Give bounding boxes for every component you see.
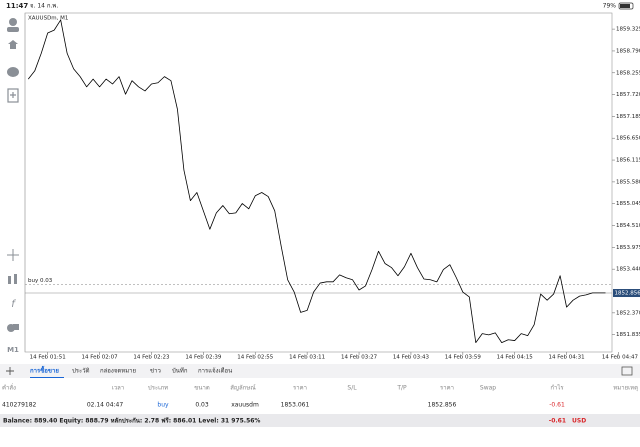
column-header: สัญลักษณ์ bbox=[230, 384, 256, 392]
trade-icon[interactable] bbox=[8, 40, 18, 49]
tab[interactable]: ข่าว bbox=[150, 368, 161, 375]
column-header: S/L bbox=[347, 385, 357, 392]
cell-price: 1853.061 bbox=[281, 402, 310, 409]
column-header: ขนาด bbox=[194, 385, 210, 392]
chat-icon[interactable] bbox=[7, 67, 19, 77]
total-profit: -0.61 bbox=[549, 418, 566, 425]
y-tick-label: 1856.650 bbox=[616, 136, 640, 142]
battery-icon bbox=[618, 2, 634, 10]
price-box bbox=[613, 289, 640, 298]
y-tick-label: 1858.255 bbox=[616, 70, 640, 76]
y-tick-label: 1855.580 bbox=[616, 179, 640, 185]
tab[interactable]: การแจ้งเตือน bbox=[198, 367, 232, 375]
battery-level bbox=[620, 4, 630, 8]
y-tick-label: 1851.835 bbox=[616, 332, 640, 338]
x-tick-label: 14 Feb 02:07 bbox=[82, 355, 119, 361]
crosshair-icon[interactable] bbox=[7, 249, 19, 261]
sidebar: f M1 bbox=[7, 18, 19, 354]
account-summary: Balance: 889.40 Equity: 888.79 หลักประกั… bbox=[3, 417, 260, 425]
column-header: T/P bbox=[396, 385, 407, 392]
y-tick-label: 1853.975 bbox=[616, 245, 640, 251]
tab[interactable]: ประวัติ bbox=[72, 368, 90, 375]
y-tick-label: 1854.510 bbox=[616, 223, 640, 229]
cell-current: 1852.856 bbox=[428, 402, 457, 409]
x-tick-label: 14 Feb 03:43 bbox=[393, 355, 430, 361]
tab[interactable]: การซื้อขาย bbox=[30, 365, 59, 375]
x-tick-label: 14 Feb 01:51 bbox=[30, 355, 66, 361]
y-tick-label: 1857.720 bbox=[616, 92, 640, 98]
x-tick-label: 14 Feb 03:59 bbox=[445, 355, 482, 361]
tab[interactable]: กล่องจดหมาย bbox=[100, 368, 136, 375]
cell-type: buy bbox=[157, 402, 169, 409]
x-tick-label: 14 Feb 02:39 bbox=[185, 355, 222, 361]
new-order-plus bbox=[10, 92, 16, 98]
candles-icon[interactable] bbox=[8, 276, 11, 284]
layout-button[interactable] bbox=[621, 366, 633, 376]
candles-icon-2 bbox=[14, 274, 17, 284]
status-date: จ. 14 ก.พ. bbox=[30, 3, 58, 10]
add-button[interactable] bbox=[6, 367, 14, 375]
column-header: กำไร bbox=[550, 384, 564, 392]
cell-size: 0.03 bbox=[195, 402, 209, 409]
new-order-icon[interactable] bbox=[7, 88, 19, 103]
chart-title: XAUUSDm, M1 bbox=[28, 16, 68, 22]
x-tick-label: 14 Feb 04:47 bbox=[602, 355, 639, 361]
indicators-icon[interactable]: f bbox=[11, 299, 16, 310]
tab[interactable]: บันทึก bbox=[172, 368, 188, 375]
currency: USD bbox=[572, 418, 586, 425]
column-header: Swap bbox=[480, 385, 496, 392]
chart-frame bbox=[24, 12, 613, 353]
x-tick-label: 14 Feb 03:27 bbox=[341, 355, 378, 361]
objects-icon-2 bbox=[13, 324, 19, 330]
footer-bar bbox=[0, 414, 640, 427]
cell-time: 02.14 04:47 bbox=[87, 402, 124, 409]
cell-order: 410279182 bbox=[2, 402, 37, 409]
account-icon-body bbox=[7, 27, 19, 32]
y-tick-label: 1852.370 bbox=[616, 310, 640, 316]
price-label: 1852.856 bbox=[615, 291, 640, 297]
x-tick-label: 14 Feb 03:11 bbox=[289, 355, 325, 361]
timeframe[interactable]: M1 bbox=[7, 346, 19, 354]
column-header: ประเภท bbox=[148, 385, 168, 392]
y-tick-label: 1856.115 bbox=[616, 158, 640, 164]
y-tick-label: 1855.045 bbox=[616, 201, 640, 207]
column-header: ราคา bbox=[440, 385, 454, 392]
x-tick-label: 14 Feb 04:15 bbox=[497, 355, 534, 361]
y-tick-label: 1859.325 bbox=[616, 27, 640, 33]
column-header: ราคา bbox=[293, 385, 307, 392]
y-tick-label: 1858.790 bbox=[616, 48, 640, 54]
x-tick-label: 14 Feb 04:31 bbox=[549, 355, 585, 361]
column-header: เวลา bbox=[112, 385, 124, 392]
cell-profit: -0.61 bbox=[549, 402, 565, 409]
position-label: buy 0.03 bbox=[28, 278, 53, 284]
y-tick-label: 1853.440 bbox=[616, 267, 640, 273]
column-header: คำสั่ง bbox=[2, 384, 16, 392]
y-tick-label: 1857.185 bbox=[616, 114, 640, 120]
account-icon[interactable] bbox=[9, 18, 17, 26]
status-battery: 79% bbox=[603, 3, 617, 10]
tab-bar bbox=[0, 364, 640, 378]
column-header: หมายเหตุ bbox=[613, 385, 638, 392]
status-time: 11:47 bbox=[6, 2, 28, 10]
price-line-series bbox=[27, 19, 606, 344]
x-tick-label: 14 Feb 02:23 bbox=[133, 355, 170, 361]
cell-symbol: xauusdm bbox=[231, 402, 259, 409]
x-tick-label: 14 Feb 02:55 bbox=[237, 355, 274, 361]
